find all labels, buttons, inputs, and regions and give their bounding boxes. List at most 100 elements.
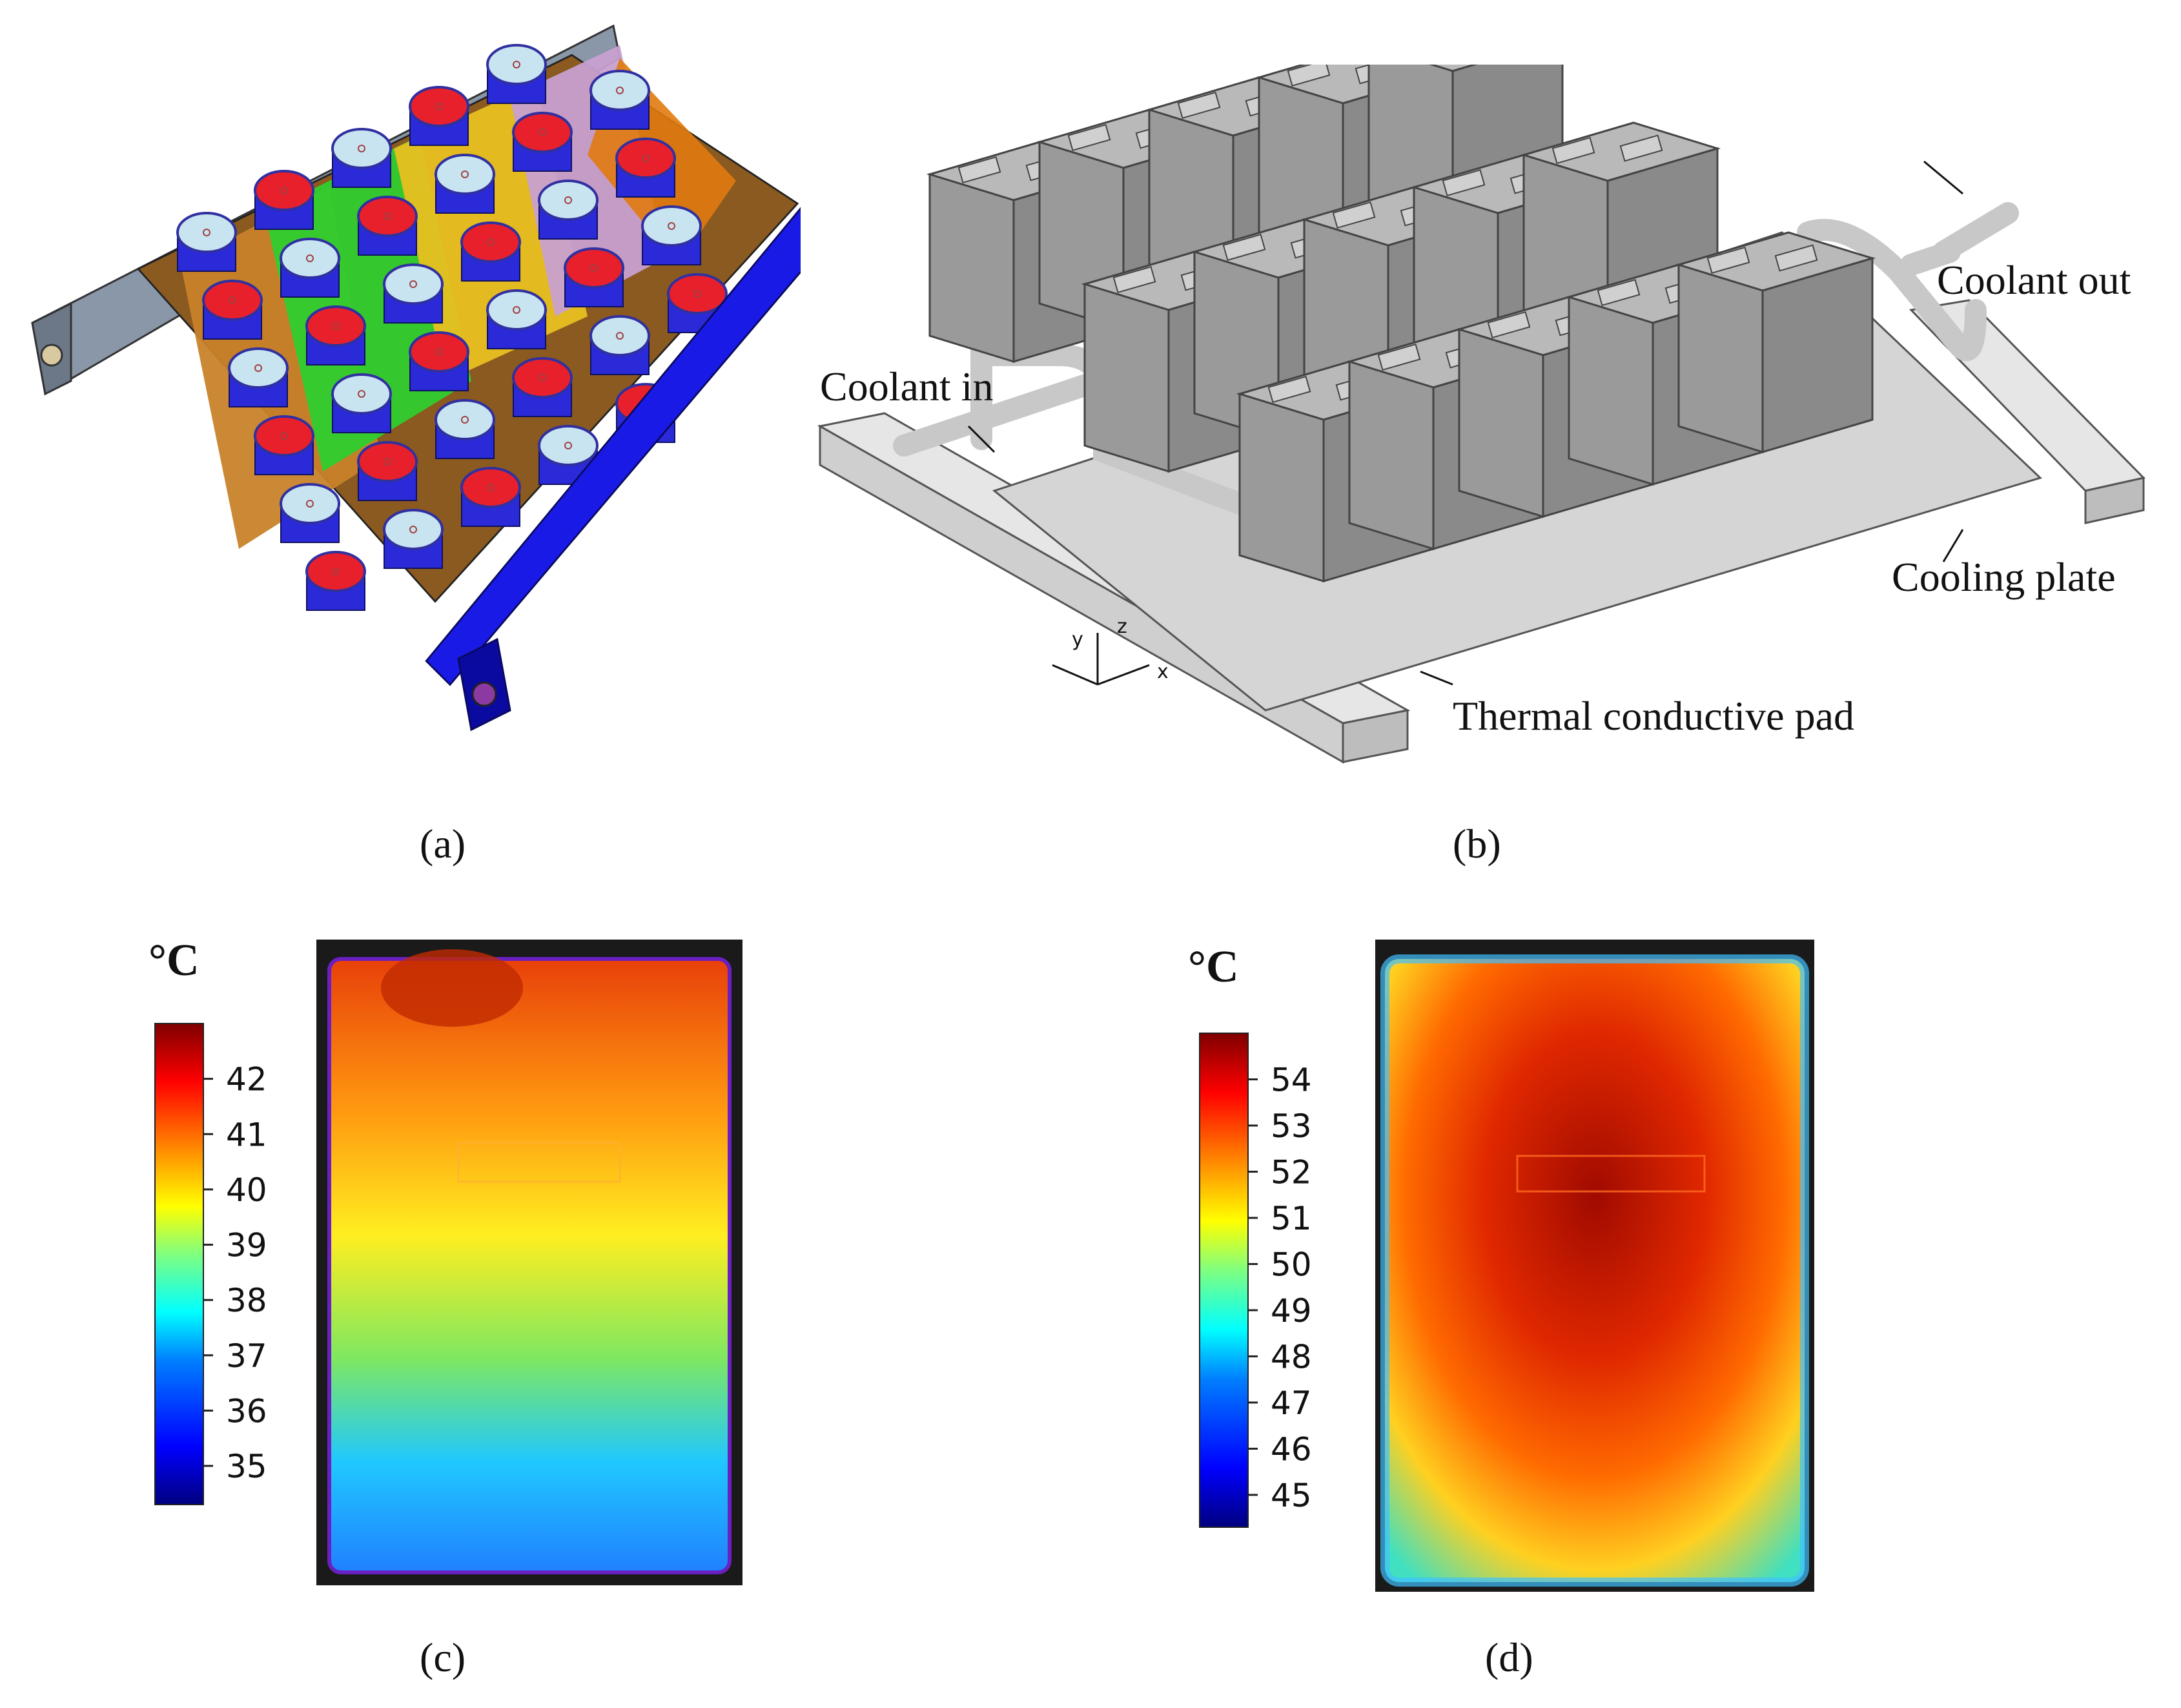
box-terminal bbox=[1332, 201, 1376, 229]
front-rail bbox=[425, 207, 801, 686]
cell-top bbox=[435, 399, 495, 440]
box-side bbox=[1348, 360, 1435, 551]
box-side bbox=[1568, 295, 1654, 486]
box-terminal bbox=[1442, 169, 1486, 197]
box-terminal bbox=[1222, 233, 1266, 262]
box-terminal bbox=[1774, 244, 1818, 272]
cell-top bbox=[357, 196, 418, 237]
cell-terminal bbox=[409, 280, 417, 288]
colorbar-ticks-c: 42 41 40 39 38 37 36 35 bbox=[203, 1061, 267, 1485]
axis-y-label: y bbox=[1072, 628, 1083, 651]
cell-terminal bbox=[590, 264, 598, 272]
cell-terminal bbox=[461, 170, 469, 178]
colorbar-d-tick-label: 47 bbox=[1271, 1384, 1312, 1422]
colorbar-d-tick-label: 51 bbox=[1271, 1200, 1312, 1237]
thermal-image-c bbox=[329, 959, 730, 1572]
box-side bbox=[1238, 392, 1325, 583]
cell-top bbox=[512, 357, 573, 398]
cell-terminal bbox=[280, 187, 288, 194]
label-cooling-plate: Cooling plate bbox=[1892, 554, 2116, 600]
cell-terminal bbox=[203, 229, 210, 236]
cell-top bbox=[331, 373, 392, 415]
colorbar-d-tick-label: 54 bbox=[1271, 1061, 1312, 1098]
cell-terminal bbox=[306, 254, 314, 262]
caption-a: (a) bbox=[420, 821, 466, 867]
box-side bbox=[928, 172, 1015, 364]
cell-terminal bbox=[693, 290, 701, 298]
cell-top bbox=[564, 247, 624, 289]
box-top bbox=[1428, 65, 1479, 72]
cell-top bbox=[280, 483, 340, 524]
cell-terminal bbox=[616, 87, 624, 94]
colorbar-d-tick-label: 53 bbox=[1271, 1107, 1312, 1145]
cell-terminal bbox=[461, 416, 469, 424]
box-side bbox=[1083, 282, 1170, 473]
box-terminal bbox=[1177, 91, 1221, 119]
caption-c: (c) bbox=[420, 1634, 466, 1680]
colorbar-d-tick-label: 46 bbox=[1271, 1430, 1312, 1468]
cell-terminal bbox=[384, 212, 391, 220]
cell-top bbox=[383, 263, 444, 305]
cell-terminal bbox=[384, 458, 391, 466]
colorbar-c-tick-label: 39 bbox=[226, 1227, 267, 1264]
cell-top bbox=[538, 180, 599, 221]
label-coolant-in: Coolant in bbox=[820, 364, 993, 409]
box-face bbox=[1761, 256, 1874, 454]
cell-top bbox=[357, 441, 418, 482]
cooling-system-illustration: x z y Coolant in Coolant out Cooling pla… bbox=[817, 65, 2145, 764]
battery-module-illustration bbox=[31, 24, 801, 732]
unit-label-c: °C bbox=[148, 936, 200, 985]
cell-top bbox=[305, 305, 366, 347]
cell-top bbox=[589, 315, 650, 356]
colorbar-ticks-d: 54 53 52 51 50 49 48 47 46 45 bbox=[1248, 1061, 1312, 1514]
colorbar-c-tick-label: 38 bbox=[226, 1282, 267, 1319]
box-terminal bbox=[1487, 311, 1531, 339]
cell-top bbox=[331, 128, 392, 169]
cell-terminal bbox=[564, 196, 572, 204]
cell-terminal bbox=[332, 568, 340, 575]
colorbar-d-tick-label: 49 bbox=[1271, 1292, 1312, 1330]
box-terminal bbox=[1377, 343, 1421, 371]
box-side bbox=[1458, 327, 1544, 519]
cell-top bbox=[305, 551, 366, 592]
cell-terminal bbox=[538, 374, 546, 382]
cell-top bbox=[409, 331, 469, 373]
colorbar-d bbox=[1199, 1033, 1249, 1528]
cell-top bbox=[409, 86, 469, 127]
box-terminal bbox=[957, 156, 1001, 184]
unit-label-d: °C bbox=[1188, 942, 1239, 992]
cell-terminal bbox=[435, 348, 443, 356]
cell-top bbox=[641, 205, 702, 247]
cell-terminal bbox=[254, 364, 262, 372]
colorbar-c-tick-label: 41 bbox=[226, 1116, 267, 1153]
colorbar-d-tick-label: 48 bbox=[1271, 1338, 1312, 1375]
box-terminal bbox=[1551, 136, 1595, 165]
cell-top bbox=[667, 273, 728, 314]
box-terminal bbox=[1112, 265, 1156, 294]
cell-terminal bbox=[642, 154, 650, 162]
colorbar-d-tick-label: 52 bbox=[1271, 1153, 1312, 1191]
cell-top bbox=[460, 467, 521, 508]
axis-x-label: x bbox=[1157, 661, 1169, 683]
caption-b: (b) bbox=[1453, 821, 1501, 867]
cell-top bbox=[589, 70, 650, 111]
cell-terminal bbox=[435, 103, 443, 110]
cell-top bbox=[512, 112, 573, 153]
axis-triad: x z y bbox=[1052, 615, 1169, 686]
cell-top bbox=[486, 289, 547, 331]
box-terminal bbox=[1619, 134, 1663, 162]
cell-top bbox=[176, 212, 237, 253]
panel-d-thermal: °C 54 53 52 51 50 49 48 47 46 45 bbox=[1182, 930, 1827, 1601]
cell-top bbox=[460, 221, 521, 263]
box-side bbox=[1677, 263, 1764, 454]
colorbar-d-tick-label: 45 bbox=[1271, 1477, 1312, 1514]
cell-terminal bbox=[513, 61, 520, 68]
cell-terminal bbox=[358, 390, 365, 398]
cell-top bbox=[254, 415, 314, 457]
cell-top bbox=[615, 138, 676, 179]
axis-z-label: z bbox=[1117, 615, 1127, 638]
box-terminal bbox=[1597, 278, 1641, 307]
caption-d: (d) bbox=[1485, 1634, 1533, 1680]
colorbar-c-tick-label: 40 bbox=[226, 1171, 267, 1209]
panel-c-thermal: °C 42 41 40 39 38 37 36 35 bbox=[142, 930, 788, 1601]
